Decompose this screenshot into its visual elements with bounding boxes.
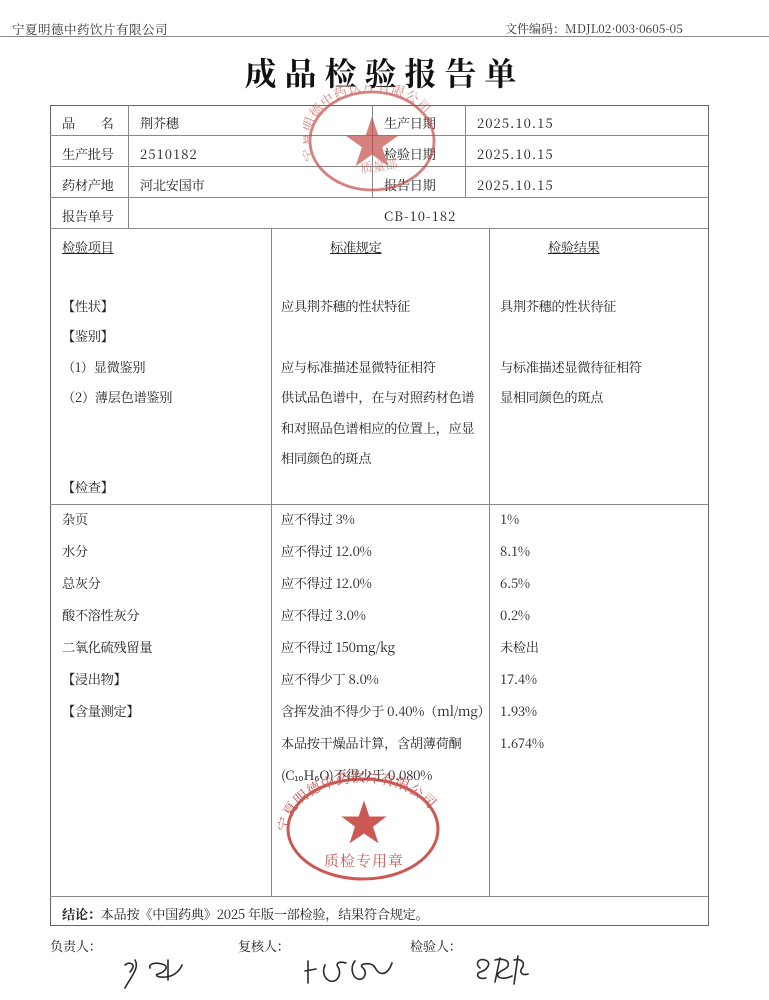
svg-text:质检专用章: 质检专用章 <box>324 850 404 871</box>
svg-text:质量部: 质量部 <box>359 154 399 177</box>
